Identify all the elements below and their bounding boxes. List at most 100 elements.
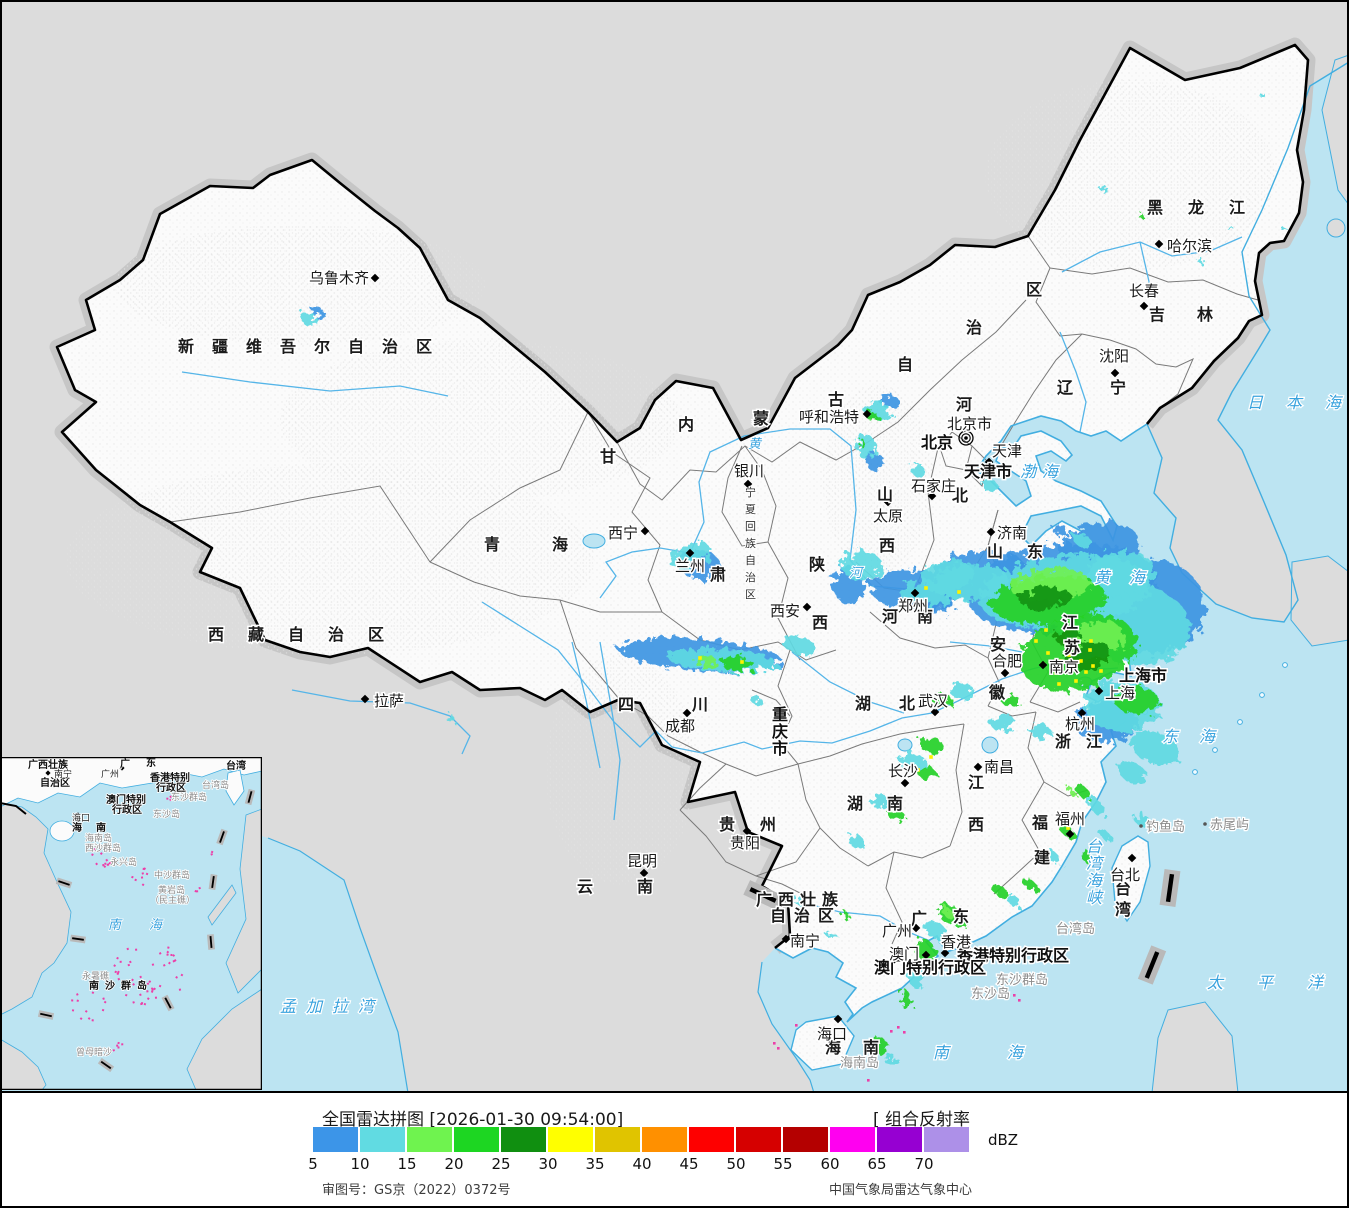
reef-mark [132, 983, 135, 986]
colorbar-cell-30 [548, 1127, 593, 1152]
map-label: 湾 [1086, 854, 1105, 873]
map-label: 治 [966, 318, 982, 337]
nine-dash-segment [208, 874, 218, 890]
radar-echo-cell [842, 913, 850, 919]
map-label: 石家庄 [911, 477, 956, 495]
radar-echo-cell [922, 560, 974, 594]
map-label: 福州 [1055, 810, 1085, 828]
map-label: 呼和浩特 [799, 408, 859, 426]
map-approval-number: 审图号：GS京（2022）0372号 [322, 1183, 511, 1198]
map-label: 吉林 [1149, 305, 1245, 324]
map-label: 行政区 [111, 803, 142, 816]
colorbar-tick-10: 10 [350, 1155, 370, 1173]
map-label: 建 [1034, 848, 1050, 867]
nine-dash-segment [55, 877, 73, 889]
city-marker [370, 273, 380, 283]
radar-echo-cell [871, 1040, 889, 1052]
terrain-texture [115, 225, 485, 345]
map-label: 区 [745, 588, 756, 601]
colorbar-tick-65: 65 [867, 1155, 887, 1173]
colorbar-tick-35: 35 [585, 1155, 605, 1173]
map-label: 海 [1086, 871, 1104, 890]
map-label: 西 [812, 613, 828, 632]
reef-mark [143, 867, 147, 871]
map-label: 广 [911, 909, 927, 928]
reef-mark [95, 862, 99, 866]
radar-echo-cell [919, 737, 945, 755]
radar-echo-cell [899, 989, 913, 1011]
radar-echo-cell [1065, 785, 1075, 795]
colorbar-cell-60 [830, 1127, 875, 1152]
reef-mark [114, 970, 117, 974]
radar-echo-cell [1229, 228, 1235, 232]
radar-echo-cell [1064, 642, 1112, 670]
map-label: 南海 [933, 1043, 1081, 1062]
map-label: 澳门特别行政区 [874, 958, 986, 977]
reef-mark [166, 953, 169, 956]
radar-echo-cell [1023, 878, 1039, 894]
city-marker [1110, 368, 1120, 378]
map-label: 峡 [1086, 888, 1104, 907]
radar-echo-cell [1102, 550, 1118, 562]
map-label: 黄 [748, 437, 763, 452]
radar-echo-yellow-dot [1088, 648, 1092, 652]
inset-taiwan [225, 769, 245, 806]
map-label: 东沙岛 [971, 986, 1010, 1002]
terrain-texture [545, 655, 695, 885]
lake [582, 533, 606, 549]
map-label: 自治区 [770, 906, 842, 925]
reef-mark [148, 980, 152, 983]
reef-mark [145, 872, 149, 876]
reef-mark [140, 876, 144, 879]
map-label: 海 [72, 821, 82, 834]
radar-echo-yellow-dot [1084, 670, 1088, 674]
map-label: 内 [678, 415, 694, 434]
radar-echo-cell [300, 312, 316, 324]
inset-foreign-land [0, 1038, 47, 1090]
colorbar-tick-70: 70 [914, 1155, 934, 1173]
map-label: 长春 [1129, 282, 1159, 300]
map-label: 东沙群岛 [996, 972, 1048, 988]
japan-island [1321, 54, 1349, 206]
map-label: 北京 [921, 433, 953, 452]
reef-mark [124, 993, 128, 997]
map-label: 江 [968, 773, 984, 792]
map-label: 黑龙江 [1147, 198, 1270, 217]
colorbar-cell-35 [595, 1127, 640, 1152]
radar-echo-cell [1007, 894, 1021, 908]
reef-mark [139, 993, 142, 997]
terrain-texture [65, 465, 595, 655]
map-label: （民主礁） [150, 894, 195, 906]
radar-echo-cell [1054, 629, 1082, 645]
map-label: 治 [745, 570, 756, 584]
reef-mark [117, 1041, 120, 1045]
colorbar-tick-50: 50 [726, 1155, 746, 1173]
map-label: 海口 [72, 812, 90, 824]
reef-mark [105, 846, 109, 850]
reef-mark [84, 1010, 88, 1013]
map-label: 香港特别行政区 [956, 946, 1069, 965]
city-marker [1127, 853, 1137, 863]
map-label: 南昌 [984, 758, 1014, 776]
radar-echo-cell [693, 656, 717, 666]
reef-mark [87, 1017, 91, 1020]
reef-mark [108, 849, 112, 853]
map-label: 香港特别 [150, 771, 190, 784]
nine-dash-segment [1159, 869, 1181, 907]
reef-mark [146, 982, 150, 986]
map-label: 广 [120, 757, 130, 770]
reef-mark [158, 984, 162, 988]
map-label: 澳门特别 [106, 793, 146, 806]
nine-dash-segment [743, 880, 783, 910]
reef-mark [180, 973, 184, 977]
radar-echo-yellow-dot [1071, 666, 1075, 670]
nine-dash-segment [206, 934, 216, 950]
inset-city-marker [119, 765, 125, 771]
colorbar-tick-45: 45 [679, 1155, 699, 1173]
reef-mark [108, 861, 112, 865]
reef-mark [773, 1042, 776, 1045]
reef-mark [103, 849, 107, 853]
colorbar-cell-50 [736, 1127, 781, 1152]
radar-echo-yellow-dot [1057, 682, 1061, 686]
radar-echo-yellow-dot [916, 768, 920, 772]
